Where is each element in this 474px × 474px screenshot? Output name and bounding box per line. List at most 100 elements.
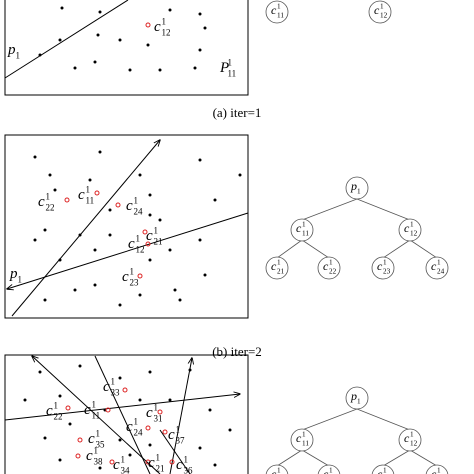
point [148, 443, 152, 447]
label-sup: 1 [277, 259, 281, 267]
point [188, 368, 192, 372]
point [98, 466, 102, 470]
label-sup: 1 [156, 452, 161, 462]
label-sup: 1 [96, 428, 101, 438]
label-base: c [126, 198, 133, 214]
label-sup: 1 [94, 445, 99, 455]
label-base: c [46, 403, 53, 419]
point [88, 178, 92, 182]
split-line [4, 394, 240, 421]
frames [4, 0, 249, 474]
point [78, 364, 82, 368]
label-base: c [126, 419, 133, 435]
label-sup: 1 [134, 195, 139, 205]
label-base: c [148, 455, 155, 471]
label-base: c [88, 431, 95, 447]
label-sup: 1 [54, 400, 59, 410]
label-sub: 22 [329, 268, 337, 276]
centroid [105, 407, 111, 413]
label-sup: 1 [329, 467, 333, 474]
label-sup: 1 [111, 376, 116, 386]
label-base: P [219, 60, 229, 76]
label-sub: 1 [16, 51, 21, 61]
point [98, 150, 102, 154]
label-sub: 1 [357, 398, 361, 406]
label-base: c [146, 405, 153, 421]
centroid [109, 459, 115, 465]
label-base: p [350, 179, 357, 193]
label-base: p [350, 389, 357, 403]
point [43, 228, 47, 232]
centroid [115, 202, 121, 208]
point [118, 438, 122, 442]
label-sub: 24 [134, 207, 144, 217]
point [118, 303, 122, 307]
centroid [65, 405, 71, 411]
centroid [94, 190, 100, 196]
label-sub: 23 [130, 278, 140, 288]
label-base: c [271, 467, 277, 474]
label-base: c [377, 259, 383, 273]
label-sup: 1 [92, 399, 97, 409]
point [198, 48, 202, 52]
split-line [159, 429, 191, 474]
label-sub: 12 [410, 230, 418, 238]
point [93, 283, 97, 287]
point [23, 398, 27, 402]
point [108, 208, 112, 212]
label-sup: 1 [302, 431, 306, 439]
point [60, 6, 64, 10]
tree-node [290, 428, 314, 452]
point [158, 68, 162, 72]
label-sup: 1 [437, 467, 441, 474]
point [213, 463, 217, 467]
label-sup: 1 [176, 424, 181, 434]
label-sup: 1 [329, 259, 333, 267]
label-sup: 1 [46, 191, 51, 201]
label-sup: 1 [383, 467, 387, 474]
label-sub: 36 [184, 466, 194, 474]
centroid [75, 453, 81, 459]
label-base: c [271, 259, 277, 273]
label-sub: 23 [383, 268, 391, 276]
point [168, 248, 172, 252]
point [53, 188, 57, 192]
label-base: c [86, 448, 93, 464]
label-base: c [78, 187, 85, 203]
point [198, 238, 202, 242]
tree-edges [276, 198, 438, 467]
label-sup: 1 [380, 3, 384, 11]
label-base: c [154, 19, 161, 35]
centroid [145, 241, 151, 247]
tree-node [398, 428, 422, 452]
label-base: c [431, 259, 437, 273]
label-sup: 1 [154, 225, 159, 235]
centroid [77, 437, 83, 443]
panel-frame [4, 0, 249, 96]
label-sub: 1 [357, 188, 361, 196]
label-base: c [122, 269, 129, 285]
caption: (b) iter=2 [212, 344, 262, 359]
tree-node [425, 464, 449, 474]
centroid [162, 429, 168, 435]
point [158, 218, 162, 222]
split-line [7, 212, 249, 289]
label-base: c [168, 427, 175, 443]
point [73, 288, 77, 292]
label-base: c [271, 3, 277, 17]
point [138, 173, 142, 177]
label-sub: 22 [54, 412, 63, 422]
point [238, 173, 242, 177]
point [178, 298, 182, 302]
points [23, 6, 242, 470]
label-base: c [113, 457, 120, 473]
centroid [142, 229, 148, 235]
tree-node [371, 256, 395, 280]
label-base: c [431, 467, 437, 474]
tree-node [265, 464, 289, 474]
point [43, 436, 47, 440]
point [146, 43, 150, 47]
label-base: c [128, 236, 135, 252]
label-sub: 11 [92, 411, 101, 421]
point [128, 68, 132, 72]
